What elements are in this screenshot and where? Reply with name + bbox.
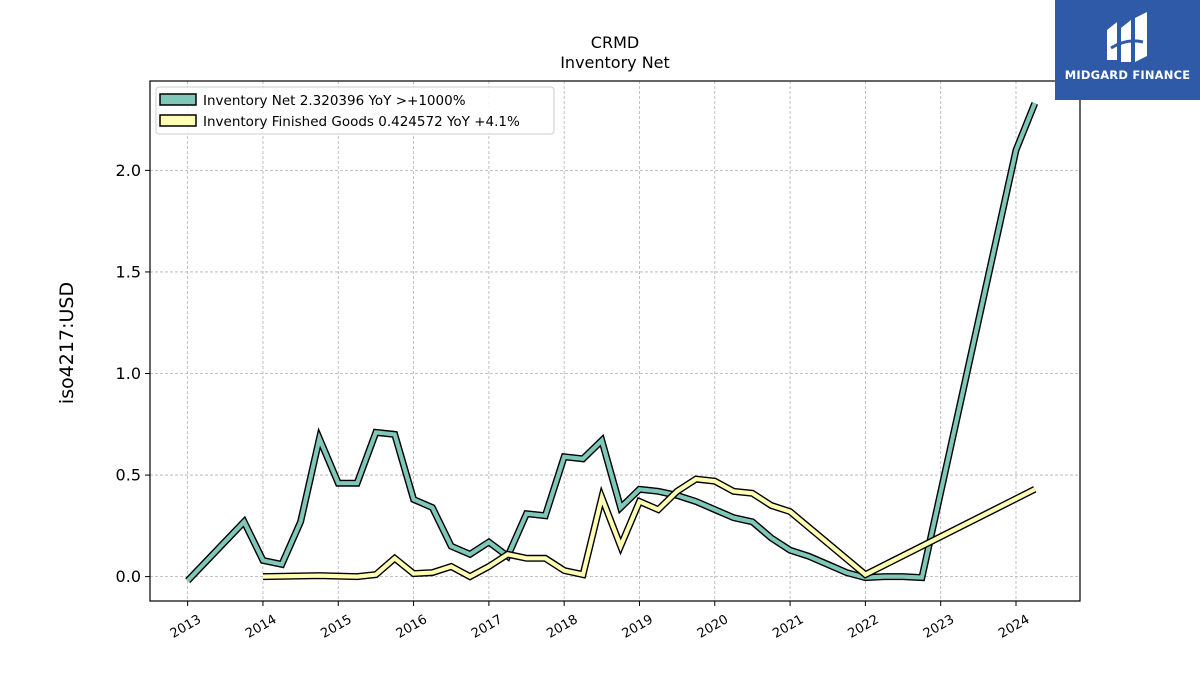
y-tick-label: 0.5	[116, 466, 141, 485]
x-tick-label: 2017	[469, 612, 505, 642]
x-axis: 2013 2014 2015 2016 2017 2018 2019 2020 2021 2022…	[168, 601, 1032, 642]
x-tick-label: 2015	[318, 612, 354, 642]
series-line-inventory-finished-goods	[262, 476, 1036, 579]
series-line-inventory-net	[186, 102, 1037, 583]
y-tick-label: 1.5	[116, 262, 141, 281]
legend: Inventory Net 2.320396 YoY >+1000% Inven…	[155, 86, 555, 135]
y-axis: 0.0 0.5 1.0 1.5 2.0	[116, 161, 150, 586]
grid	[150, 81, 1080, 601]
x-tick-label: 2019	[620, 612, 656, 642]
legend-label-inventory-net: Inventory Net 2.320396 YoY >+1000%	[203, 93, 466, 109]
legend-swatch-inventory-net	[159, 93, 197, 106]
x-tick-label: 2022	[846, 612, 882, 642]
x-tick-label: 2020	[695, 612, 731, 642]
y-tick-label: 1.0	[116, 364, 141, 383]
logo-mark-icon	[1107, 12, 1147, 62]
x-tick-label: 2021	[770, 612, 806, 642]
x-tick-label: 2016	[394, 612, 430, 642]
series-line-outline-inventory-net	[185, 101, 1039, 584]
logo-text: MIDGARD FINANCE	[1064, 68, 1191, 82]
x-tick-label: 2014	[243, 612, 279, 642]
chart-title: CRMD	[591, 33, 639, 52]
x-tick-label: 2013	[168, 612, 204, 642]
x-tick-label: 2018	[544, 612, 580, 642]
legend-frame	[155, 86, 555, 135]
y-axis-label: iso4217:USD	[56, 282, 78, 404]
midgard-finance-logo: MIDGARD FINANCE	[1055, 0, 1200, 100]
legend-swatch-inventory-finished-goods	[159, 114, 197, 127]
series-layer	[185, 101, 1039, 584]
chart-subtitle: Inventory Net	[560, 53, 670, 72]
y-tick-label: 2.0	[116, 161, 141, 180]
y-tick-label: 0.0	[116, 567, 141, 586]
legend-label-inventory-finished-goods: Inventory Finished Goods 0.424572 YoY +4…	[203, 114, 520, 130]
plot-frame	[149, 80, 1081, 602]
x-tick-label: 2023	[921, 612, 957, 642]
x-tick-label: 2024	[996, 612, 1032, 642]
